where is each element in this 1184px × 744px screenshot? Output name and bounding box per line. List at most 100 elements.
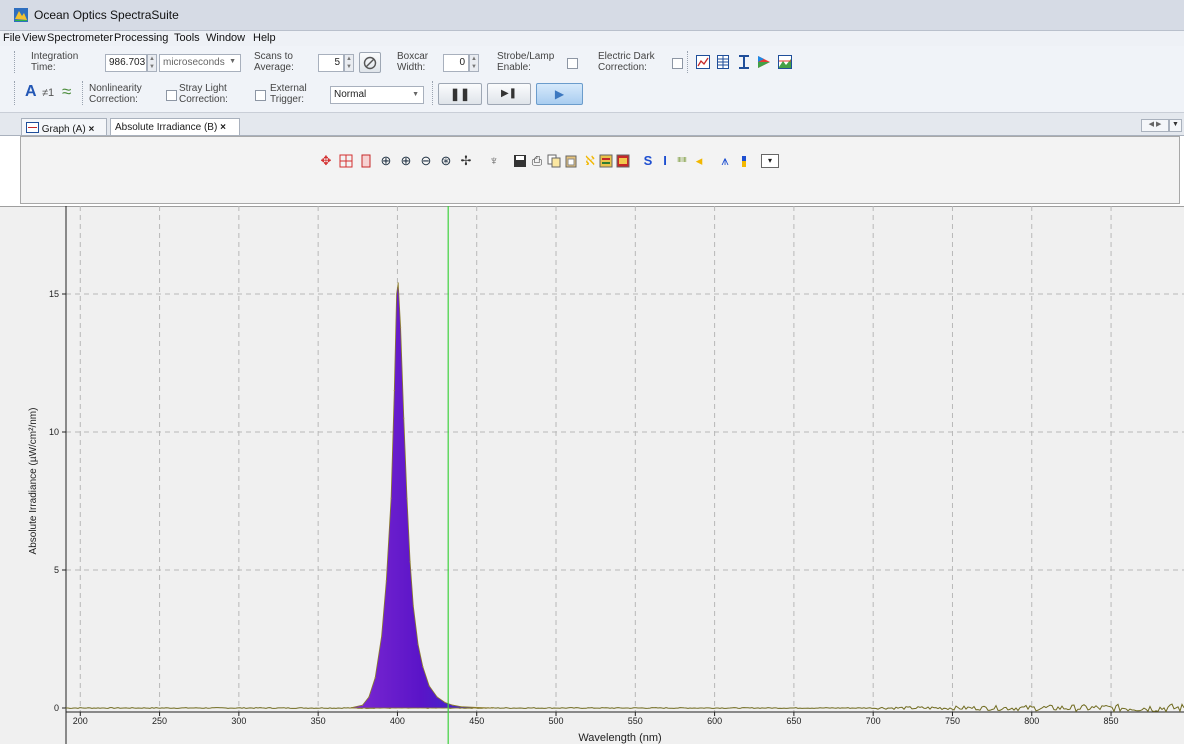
dark-correction-checkbox[interactable] <box>672 58 683 69</box>
peak-icon[interactable]: ⩚ <box>721 153 729 168</box>
menu-help[interactable]: Help <box>253 32 276 44</box>
menu-bar: File View Spectrometer Processing Tools … <box>0 31 1184 46</box>
convert-icon[interactable] <box>616 154 630 168</box>
plot-area: 0 5 10 15 200 250 300 350 400 450 500 550 600 650 700 7… <box>0 206 1184 744</box>
pause-button[interactable]: ❚❚ <box>438 83 482 105</box>
toolbar-separator-2 <box>82 81 84 105</box>
series-0-area <box>349 282 493 709</box>
toolbar-separator-3 <box>432 81 434 105</box>
y-tick-label: 5 <box>54 565 59 575</box>
data-point <box>361 704 364 706</box>
prohibit-icon <box>363 56 377 70</box>
data-point <box>476 706 478 708</box>
i-icon[interactable]: I <box>663 153 667 168</box>
save-icon[interactable] <box>513 154 527 168</box>
tab-bar: Graph (A) × Absolute Irradiance (B) × ◀ … <box>0 113 1184 136</box>
menu-spectrometer[interactable]: Spectrometer <box>47 32 114 44</box>
data-point <box>409 561 411 563</box>
overlay-icon[interactable]: ℵ <box>585 153 595 168</box>
scans-label: Scans to Average: <box>254 51 294 73</box>
spectrum-icon[interactable]: ⅢⅢ <box>677 157 687 164</box>
x-tick-label: 500 <box>549 716 564 726</box>
s-icon[interactable]: S <box>643 153 653 168</box>
paste-icon[interactable] <box>564 154 578 168</box>
stray-light-label: Stray Light Correction: <box>179 83 228 105</box>
print-icon[interactable]: ⎙ <box>531 153 543 168</box>
dropdown-icon[interactable]: ▾ <box>761 154 779 168</box>
dark-correction-label: Electric Dark Correction: <box>598 51 655 73</box>
irradiance-chart[interactable]: 0 5 10 15 200 250 300 350 400 450 500 550 600 650 700 7… <box>0 206 1184 744</box>
zoom-extent-icon[interactable]: ⊛ <box>440 153 452 168</box>
close-icon[interactable]: × <box>220 122 226 133</box>
data-point <box>406 497 408 499</box>
data-point <box>428 685 430 687</box>
data-point <box>452 704 454 706</box>
tab-graph-a[interactable]: Graph (A) × <box>21 118 107 135</box>
zoom-out-icon[interactable]: ⊖ <box>420 153 432 168</box>
lock-scans-button[interactable] <box>359 52 381 73</box>
nonlinearity-checkbox[interactable] <box>166 90 177 101</box>
export-icon[interactable] <box>599 154 613 168</box>
x-tick-label: 550 <box>628 716 643 726</box>
scroll-icon[interactable] <box>359 154 373 168</box>
flag-icon[interactable]: ◂ <box>695 153 703 168</box>
boxcar-stepper[interactable]: ▲ ▼ <box>469 54 479 72</box>
data-point <box>381 635 383 637</box>
graph-icon <box>26 122 39 133</box>
data-point <box>368 696 370 698</box>
data-point <box>396 293 398 295</box>
image-icon[interactable] <box>778 55 792 69</box>
data-point <box>460 706 462 708</box>
x-tick-label: 800 <box>1024 716 1039 726</box>
integration-time-stepper[interactable]: ▲ ▼ <box>147 54 157 72</box>
integration-unit-select[interactable]: microseconds ▼ <box>159 54 241 72</box>
integration-time-input[interactable]: 986.703 <box>105 54 147 72</box>
menu-tools[interactable]: Tools <box>174 32 200 44</box>
strobe-label: Strobe/Lamp Enable: <box>497 51 555 73</box>
data-point <box>492 707 494 709</box>
zoom-in-icon[interactable]: ⊕ <box>400 153 412 168</box>
play-button[interactable]: ▶ <box>536 83 583 105</box>
boxcar-label: Boxcar Width: <box>397 51 429 73</box>
menu-window[interactable]: Window <box>206 32 246 44</box>
data-point <box>403 417 405 419</box>
trigger-mode-select[interactable]: Normal ▼ <box>330 86 424 104</box>
copy-icon[interactable] <box>547 154 561 168</box>
data-point <box>390 497 392 499</box>
level-icon[interactable] <box>737 154 751 168</box>
color-icon[interactable] <box>757 55 771 69</box>
data-point <box>422 666 424 668</box>
title-bar: Ocean Optics SpectraSuite <box>0 0 1184 31</box>
lamp-icon[interactable]: ♆ <box>489 153 499 168</box>
spectrum-select-icon[interactable] <box>737 55 751 69</box>
stray-light-checkbox[interactable] <box>255 90 266 101</box>
graph-icon[interactable] <box>696 55 710 69</box>
window-title: Ocean Optics SpectraSuite <box>34 8 179 22</box>
tab-list-chevron-down-icon[interactable]: ▼ <box>1169 119 1182 132</box>
x-tick-label: 850 <box>1104 716 1119 726</box>
crosshair-icon[interactable] <box>339 154 353 168</box>
data-point <box>436 696 438 698</box>
pan-icon[interactable]: ✢ <box>460 153 472 168</box>
scans-input[interactable]: 5 <box>318 54 344 72</box>
absorbance-mode-icon[interactable]: A <box>25 83 37 100</box>
ratio-mode-icon[interactable]: ≠1 <box>42 87 55 99</box>
cursor-icon[interactable]: ✥ <box>320 153 332 168</box>
menu-processing[interactable]: Processing <box>114 32 169 44</box>
table-icon[interactable] <box>716 55 730 69</box>
data-point <box>397 282 399 284</box>
strobe-checkbox[interactable] <box>567 58 578 69</box>
single-scan-button[interactable]: ▶❚ <box>487 83 531 105</box>
menu-file[interactable]: File <box>3 32 21 44</box>
scans-stepper[interactable]: ▲ ▼ <box>344 54 354 72</box>
data-point <box>412 605 414 607</box>
boxcar-input[interactable]: 0 <box>443 54 469 72</box>
zoom-icon[interactable]: ⊕ <box>380 153 392 168</box>
tab-absolute-irradiance-b[interactable]: Absolute Irradiance (B) × <box>110 118 240 135</box>
chevron-down-icon: ▼ <box>412 91 419 98</box>
y-axis-label: Absolute Irradiance (µW/cm²/nm) <box>28 408 39 555</box>
close-icon[interactable]: × <box>88 124 95 135</box>
tab-scroll-buttons[interactable]: ◀ ▶ <box>1141 119 1169 132</box>
menu-view[interactable]: View <box>22 32 46 44</box>
smoothing-mode-icon[interactable]: ≈ <box>62 82 72 101</box>
